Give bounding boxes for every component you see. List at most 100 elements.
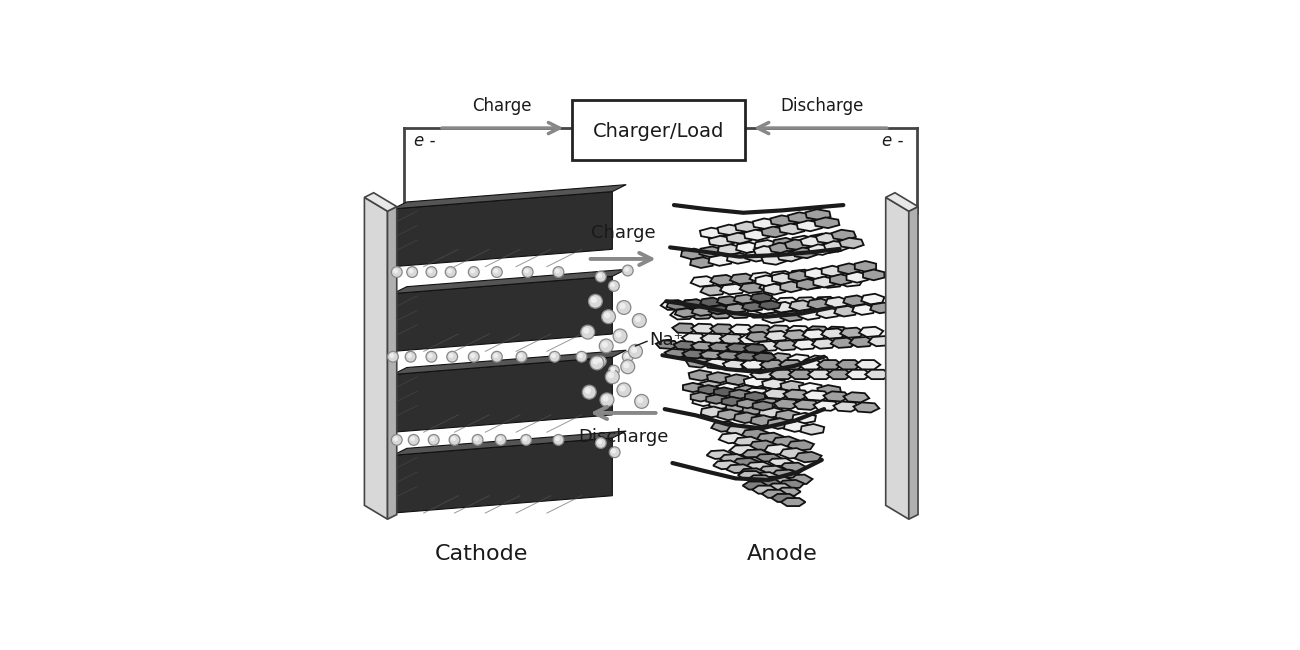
Polygon shape — [690, 393, 711, 402]
Polygon shape — [785, 239, 810, 250]
Circle shape — [472, 434, 484, 445]
Polygon shape — [393, 269, 627, 294]
Circle shape — [523, 266, 533, 278]
Circle shape — [447, 352, 458, 362]
Polygon shape — [784, 389, 810, 400]
Polygon shape — [789, 270, 814, 280]
Circle shape — [430, 436, 436, 441]
Polygon shape — [736, 242, 759, 253]
Polygon shape — [771, 389, 796, 400]
Circle shape — [451, 436, 456, 441]
Circle shape — [628, 344, 642, 358]
Polygon shape — [812, 339, 836, 348]
Polygon shape — [736, 352, 758, 361]
Circle shape — [606, 370, 619, 384]
Polygon shape — [823, 391, 849, 402]
Polygon shape — [762, 379, 786, 389]
Polygon shape — [789, 370, 814, 379]
Circle shape — [585, 387, 592, 394]
Polygon shape — [742, 404, 766, 415]
Polygon shape — [708, 306, 731, 315]
Polygon shape — [755, 341, 780, 351]
Polygon shape — [682, 383, 703, 392]
Circle shape — [411, 436, 415, 441]
Polygon shape — [789, 300, 812, 311]
Polygon shape — [798, 309, 822, 320]
Polygon shape — [829, 274, 852, 285]
Polygon shape — [701, 298, 722, 307]
Polygon shape — [833, 402, 859, 411]
Text: Charger/Load: Charger/Load — [593, 122, 724, 142]
Polygon shape — [714, 349, 737, 360]
Circle shape — [516, 352, 526, 362]
Polygon shape — [754, 240, 779, 251]
Polygon shape — [779, 280, 805, 291]
Circle shape — [387, 352, 398, 362]
Circle shape — [597, 273, 602, 278]
Circle shape — [615, 332, 621, 338]
Polygon shape — [672, 323, 697, 333]
Polygon shape — [806, 209, 831, 220]
Polygon shape — [771, 494, 796, 502]
Circle shape — [524, 268, 529, 274]
Text: Discharge: Discharge — [780, 97, 863, 115]
Polygon shape — [673, 341, 697, 350]
Polygon shape — [393, 276, 612, 352]
Polygon shape — [779, 224, 805, 234]
Circle shape — [552, 434, 564, 445]
Polygon shape — [793, 400, 819, 410]
Polygon shape — [753, 218, 777, 229]
Circle shape — [408, 434, 419, 445]
Circle shape — [428, 268, 433, 274]
Polygon shape — [803, 307, 828, 317]
Polygon shape — [755, 276, 777, 286]
Polygon shape — [764, 445, 792, 455]
Circle shape — [428, 434, 439, 445]
Polygon shape — [818, 278, 844, 288]
Polygon shape — [753, 486, 777, 493]
Polygon shape — [701, 285, 725, 296]
Polygon shape — [870, 303, 893, 313]
Polygon shape — [797, 220, 822, 231]
Polygon shape — [677, 347, 701, 358]
Circle shape — [497, 436, 502, 441]
Circle shape — [634, 395, 649, 408]
Circle shape — [590, 356, 605, 370]
Polygon shape — [807, 298, 831, 309]
Polygon shape — [701, 406, 724, 417]
Polygon shape — [793, 339, 818, 350]
Circle shape — [393, 268, 398, 274]
Polygon shape — [689, 370, 712, 381]
Circle shape — [597, 358, 602, 363]
Polygon shape — [754, 304, 776, 314]
Polygon shape — [767, 458, 794, 468]
Polygon shape — [805, 268, 827, 279]
Polygon shape — [725, 374, 749, 385]
Circle shape — [611, 448, 616, 454]
Polygon shape — [835, 306, 858, 317]
Polygon shape — [692, 307, 714, 316]
Polygon shape — [798, 360, 823, 369]
FancyBboxPatch shape — [572, 99, 745, 161]
Polygon shape — [776, 410, 800, 421]
Polygon shape — [772, 437, 798, 447]
Polygon shape — [798, 279, 824, 289]
Polygon shape — [729, 324, 754, 334]
Polygon shape — [797, 279, 818, 290]
Circle shape — [611, 282, 615, 287]
Circle shape — [391, 434, 402, 445]
Polygon shape — [763, 249, 788, 259]
Polygon shape — [727, 464, 751, 473]
Polygon shape — [733, 458, 758, 467]
Polygon shape — [780, 311, 803, 321]
Polygon shape — [863, 270, 884, 280]
Polygon shape — [749, 325, 774, 335]
Polygon shape — [707, 372, 731, 383]
Circle shape — [602, 395, 608, 402]
Polygon shape — [800, 383, 823, 394]
Polygon shape — [698, 385, 719, 395]
Polygon shape — [684, 299, 705, 308]
Polygon shape — [757, 480, 781, 488]
Polygon shape — [767, 326, 792, 335]
Circle shape — [576, 352, 586, 362]
